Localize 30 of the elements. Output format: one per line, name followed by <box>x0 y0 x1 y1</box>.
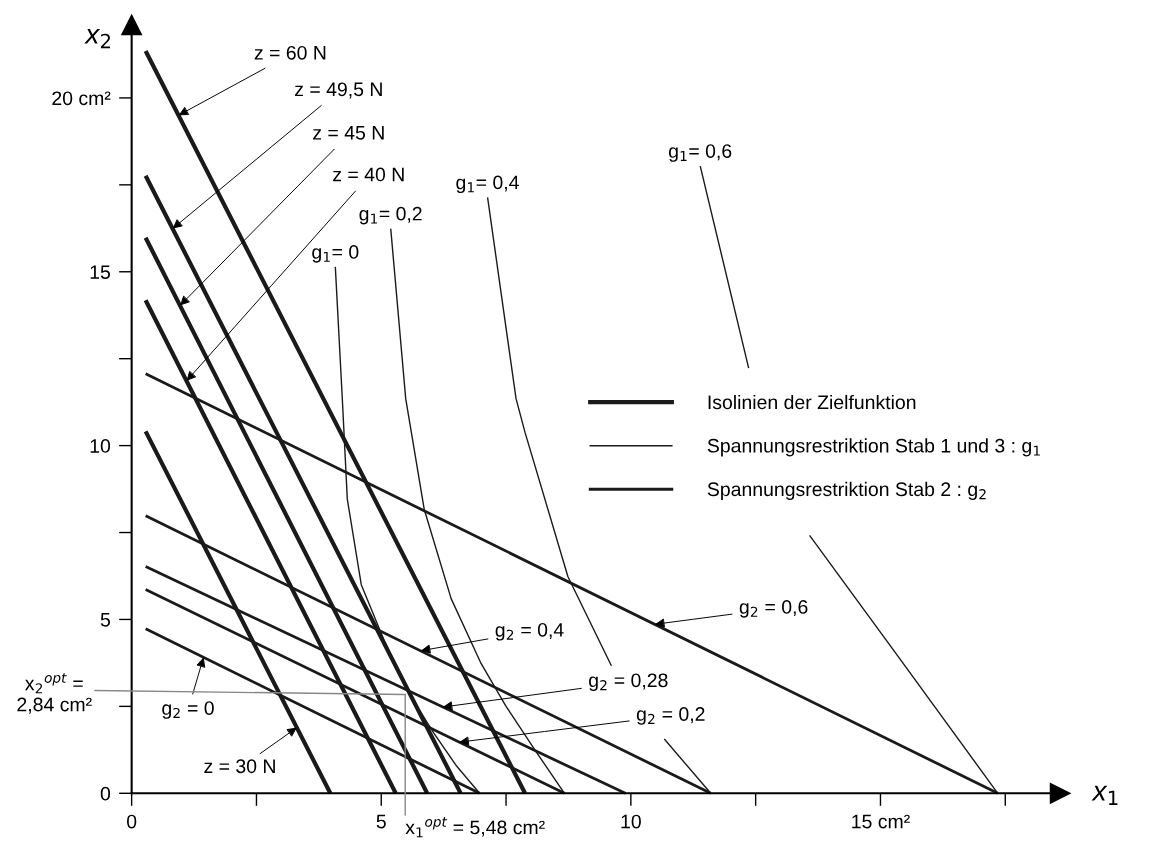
legend-label: Isolinien der Zielfunktion <box>708 394 916 410</box>
annotation: z = 45 N <box>313 126 384 140</box>
annotation: g$_{2}$ = 0,2 <box>636 707 705 725</box>
annotation: g$_{2}$ = 0,4 <box>495 622 564 641</box>
y-tick-label: 20 cm² <box>52 91 111 106</box>
annotation: g$_{2}$ = 0 <box>162 701 214 719</box>
y-tick-label: 5 <box>100 613 110 627</box>
legend-label: Spannungsrestriktion Stab 1 und 3 : g$_{1}$ <box>707 438 1040 457</box>
annotation: g$_{2}$ = 0,6 <box>739 600 808 618</box>
annotation: x$_{1}$$^{opt}$ = 5,48 cm² <box>405 817 545 838</box>
x-tick-label: 0 <box>127 814 137 829</box>
annotation: g$_{1}$= 0,6 <box>668 144 732 162</box>
y-tick-label: 10 <box>90 439 111 453</box>
annotation: g$_{1}$= 0,4 <box>456 175 519 194</box>
x-tick-label: 5 <box>376 814 386 829</box>
y-axis-title: x$_{2}$ <box>84 28 110 49</box>
annotation: g$_{2}$ = 0,28 <box>589 673 668 692</box>
legend-label: Spannungsrestriktion Stab 2 : g$_{2}$ <box>707 481 986 500</box>
y-tick-label: 15 <box>90 265 110 279</box>
annotation: z = 30 N <box>204 759 275 774</box>
annotation: z = 49,5 N <box>295 82 382 99</box>
x-axis-title: x$_{1}$ <box>1091 785 1118 805</box>
annotation: g$_{1}$= 0,2 <box>359 206 422 225</box>
annotation: z = 60 N <box>254 45 326 60</box>
x-tick-label: 15 cm² <box>852 814 910 829</box>
annotation: z = 40 N <box>333 167 404 182</box>
annotation: g$_{1}$= 0 <box>312 245 359 263</box>
annotation: x$_{2}$$^{opt}$ = 2,84 cm² <box>17 673 92 714</box>
x-tick-label: 10 <box>621 814 641 829</box>
y-tick-label: 0 <box>100 786 111 801</box>
